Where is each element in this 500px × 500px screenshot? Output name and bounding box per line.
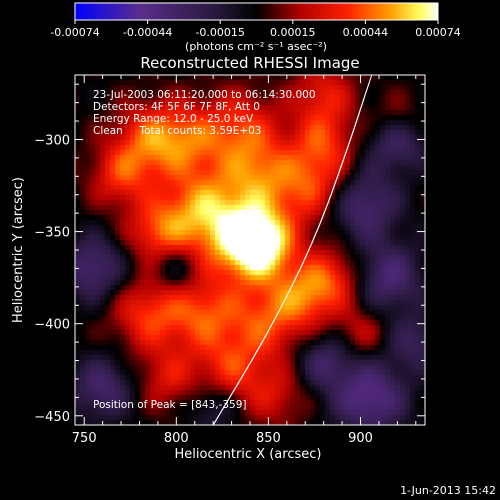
y-tick-label: −300 bbox=[34, 133, 70, 148]
axes: 750 800 850 900 −450 −400 −350 −300 bbox=[34, 75, 425, 446]
colorbar-ticks: -0.00074 -0.00044 -0.00015 0.00015 0.00044 0.… bbox=[50, 20, 461, 39]
y-tick-label: −400 bbox=[34, 318, 70, 333]
colorbar-tick-label: 0.00074 bbox=[415, 26, 461, 39]
x-tick-label: 750 bbox=[72, 431, 97, 446]
y-axis-label: Heliocentric Y (arcsec) bbox=[11, 177, 26, 323]
heatmap bbox=[75, 75, 425, 425]
peak-position-label: Position of Peak = [843,-359] bbox=[93, 399, 247, 411]
x-axis-label: Heliocentric X (arcsec) bbox=[175, 447, 322, 462]
colorbar-tick-label: 0.00044 bbox=[343, 26, 389, 39]
annotation-detectors: Detectors: 4F 5F 6F 7F 8F, Att 0 bbox=[93, 101, 260, 113]
colorbar-tick-label: 0.00015 bbox=[270, 26, 316, 39]
colorbar-tick-label: -0.00074 bbox=[50, 26, 99, 39]
colorbar bbox=[74, 2, 439, 21]
timestamp: 1-Jun-2013 15:42 bbox=[400, 484, 496, 497]
annotation-clean: Clean Total counts: 3.59E+03 bbox=[93, 125, 262, 137]
y-tick-label: −450 bbox=[34, 410, 70, 425]
y-tick-label: −350 bbox=[34, 226, 70, 241]
colorbar-unit-label: (photons cm⁻² s⁻¹ asec⁻²) bbox=[185, 40, 327, 53]
solar-limb-curve bbox=[212, 75, 373, 425]
x-tick-label: 800 bbox=[164, 431, 189, 446]
colorbar-tick-label: -0.00044 bbox=[123, 26, 172, 39]
annotation-time: 23-Jul-2003 06:11:20.000 to 06:14:30.000 bbox=[93, 89, 316, 101]
annotation-energy: Energy Range: 12.0 - 25.0 keV bbox=[93, 113, 254, 125]
x-tick-label: 900 bbox=[348, 431, 373, 446]
chart-title: Reconstructed RHESSI Image bbox=[140, 54, 359, 72]
colorbar-tick-label: -0.00015 bbox=[195, 26, 244, 39]
x-tick-label: 850 bbox=[256, 431, 281, 446]
